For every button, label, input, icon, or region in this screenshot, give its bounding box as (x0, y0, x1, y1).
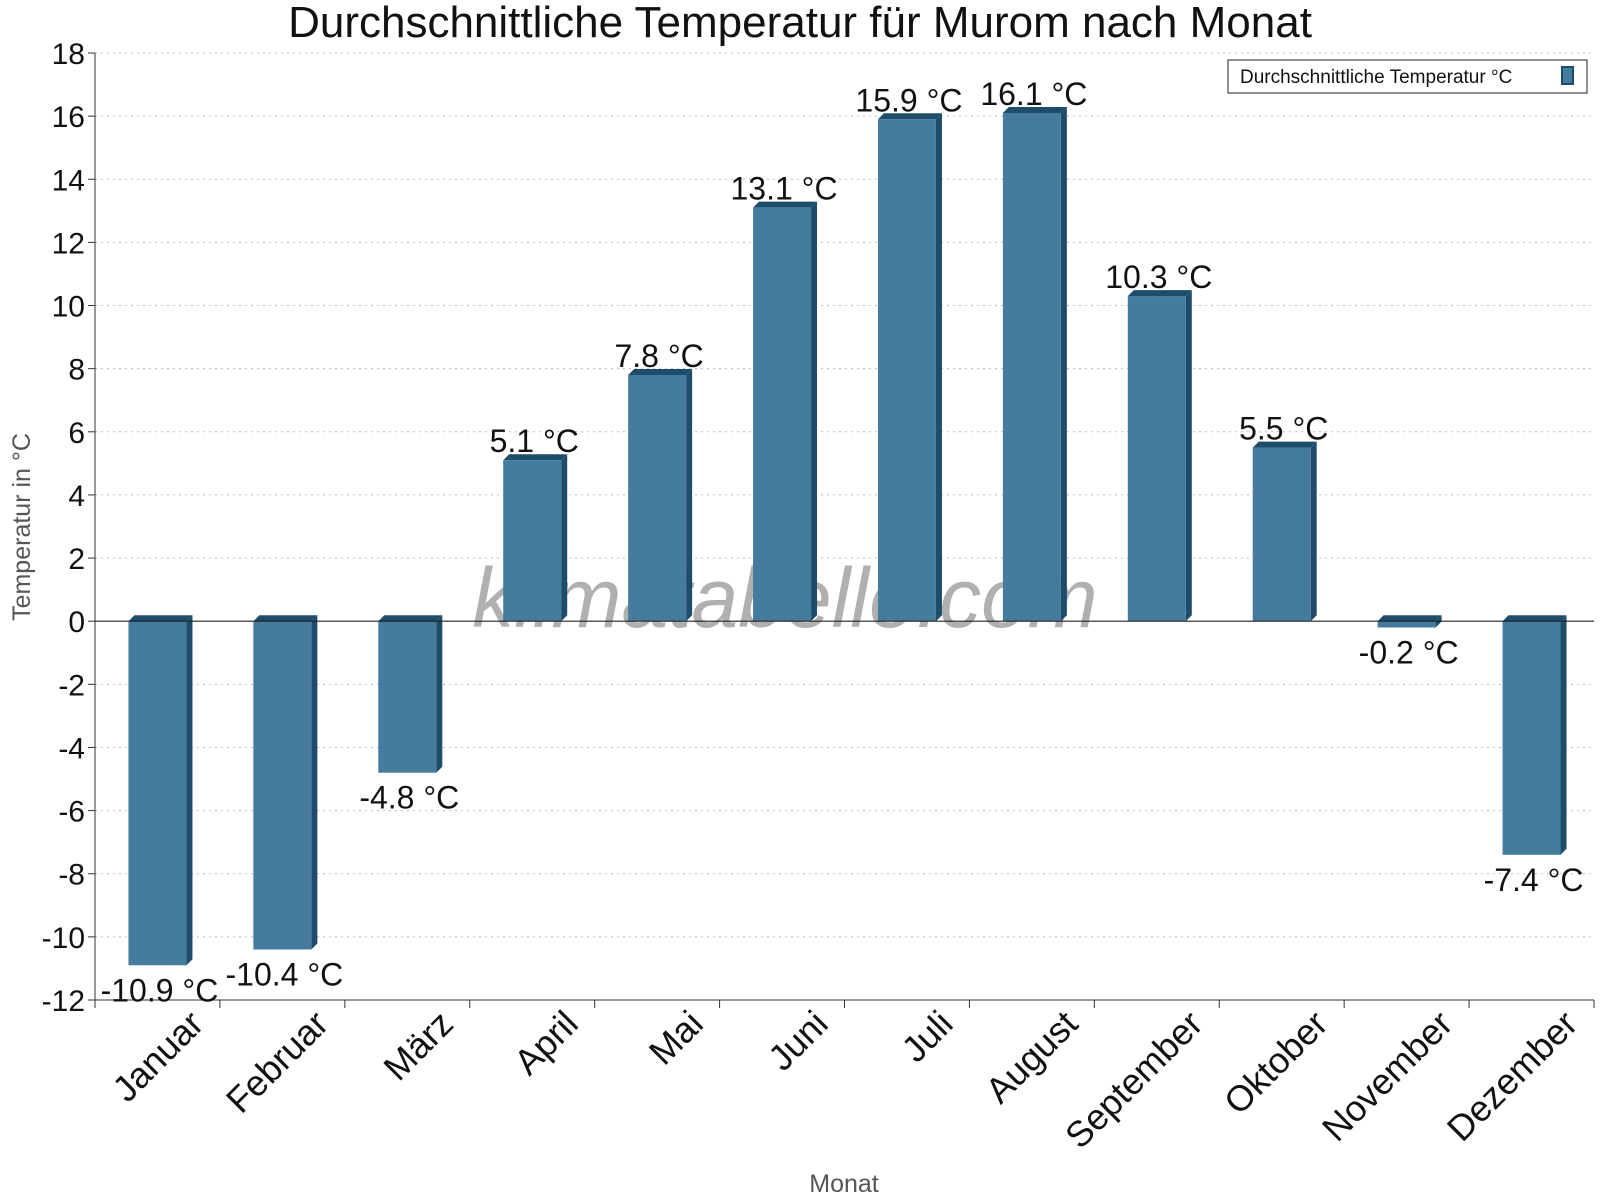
x-axis-title: Monat (809, 1170, 879, 1198)
y-tick-label: 18 (52, 38, 85, 71)
x-tick-label: April (506, 1003, 586, 1083)
data-label: 5.1 °C (490, 423, 579, 459)
bar-side (1560, 615, 1567, 855)
bar-side (1185, 290, 1192, 622)
bar-oktober (1252, 441, 1317, 622)
x-tick-label: Mai (641, 1003, 711, 1073)
y-tick-label: 14 (52, 164, 85, 197)
bar-dezember (1502, 615, 1567, 855)
data-label: 10.3 °C (1105, 259, 1212, 295)
x-tick-label: Dezember (1439, 1003, 1585, 1149)
data-label: 16.1 °C (980, 76, 1087, 112)
y-tick-label: -2 (58, 669, 85, 702)
legend: Durchschnittliche Temperatur °C (1227, 59, 1588, 94)
y-tick-label: -10 (42, 922, 85, 955)
bar-side (436, 615, 443, 773)
data-label: -0.2 °C (1359, 635, 1459, 671)
data-label: -4.8 °C (359, 780, 459, 816)
y-tick-label: -4 (58, 732, 85, 765)
y-tick-label: -12 (42, 985, 85, 1018)
data-label: -10.4 °C (226, 956, 344, 992)
bar-side (1310, 441, 1317, 622)
bar-side (686, 368, 693, 622)
bar-front (877, 119, 936, 622)
bar-top (128, 615, 193, 622)
bar-side (311, 615, 318, 950)
bar-top (1002, 106, 1067, 113)
bar-februar (253, 615, 318, 950)
bar-front (503, 460, 562, 622)
bar-side (811, 201, 818, 622)
gridlines (95, 52, 1594, 1001)
y-tick-label: 2 (68, 543, 85, 576)
bar-top (877, 113, 942, 120)
bar-top (1252, 441, 1317, 448)
bar-front (753, 207, 812, 622)
x-tick-label: März (375, 1003, 461, 1089)
bars (128, 106, 1567, 966)
bar-top (753, 201, 818, 208)
data-label: 5.5 °C (1239, 411, 1328, 447)
data-label: 7.8 °C (614, 338, 703, 374)
bar-top (1127, 290, 1192, 297)
y-tick-label: -8 (58, 859, 85, 892)
bar-april (503, 454, 568, 622)
bar-top (253, 615, 318, 622)
bar-front (1002, 112, 1061, 622)
bar-side (186, 615, 193, 966)
y-tick-label: 16 (52, 101, 85, 134)
y-tick-label: -6 (58, 796, 85, 829)
bar-januar (128, 615, 193, 966)
bar-side (1060, 106, 1067, 622)
bar-front (253, 621, 312, 950)
legend-swatch (1561, 66, 1574, 85)
y-tick-label: 10 (52, 291, 85, 324)
data-label: -10.9 °C (101, 972, 219, 1008)
bar-front (1377, 621, 1436, 628)
bar-front (1127, 296, 1186, 622)
legend-label: Durchschnittliche Temperatur °C (1240, 67, 1512, 88)
bar-top (628, 368, 693, 375)
x-tick-label: Juli (893, 1003, 960, 1070)
data-label: 13.1 °C (731, 171, 838, 207)
bar-front (628, 374, 687, 622)
bar-side (561, 454, 568, 622)
chart-title: Durchschnittliche Temperatur für Murom n… (288, 0, 1312, 47)
y-tick-label: 4 (68, 480, 85, 513)
bar-front (1252, 447, 1311, 622)
y-tick-label: 6 (68, 417, 85, 450)
x-tick-label: September (1057, 1003, 1211, 1157)
x-tick-label: Juni (760, 1003, 836, 1079)
bar-juli (877, 113, 942, 622)
x-tick-label: Januar (104, 1003, 211, 1110)
legend-box (1227, 59, 1588, 94)
x-tick-label: November (1314, 1003, 1460, 1149)
bar-top (503, 454, 568, 461)
bar-front (128, 621, 187, 966)
x-tick-label: August (977, 1003, 1085, 1111)
y-tick-label: 8 (68, 354, 85, 387)
bar-september (1127, 290, 1192, 622)
y-tick-label: 0 (68, 606, 85, 639)
data-label: -7.4 °C (1484, 862, 1584, 898)
bar-top (1502, 615, 1567, 622)
bar-front (378, 621, 437, 773)
x-tick-label: Februar (218, 1003, 336, 1121)
bar-side (935, 113, 942, 622)
bar-front (1502, 621, 1561, 855)
bar-top (378, 615, 443, 622)
data-label: 15.9 °C (855, 82, 962, 118)
bar-mai (628, 368, 693, 622)
y-axis-title: Temperatur in °C (8, 433, 36, 621)
data-labels: -10.9 °C -10.4 °C -4.8 °C 5.1 °C 7.8 °C 13.1 … (101, 76, 1584, 1008)
x-tick-label: Oktober (1216, 1003, 1336, 1123)
bar-top (1377, 615, 1442, 622)
bar-august (1002, 106, 1067, 622)
bar-märz (378, 615, 443, 773)
y-tick-label: 12 (52, 227, 85, 260)
bar-juni (753, 201, 818, 622)
